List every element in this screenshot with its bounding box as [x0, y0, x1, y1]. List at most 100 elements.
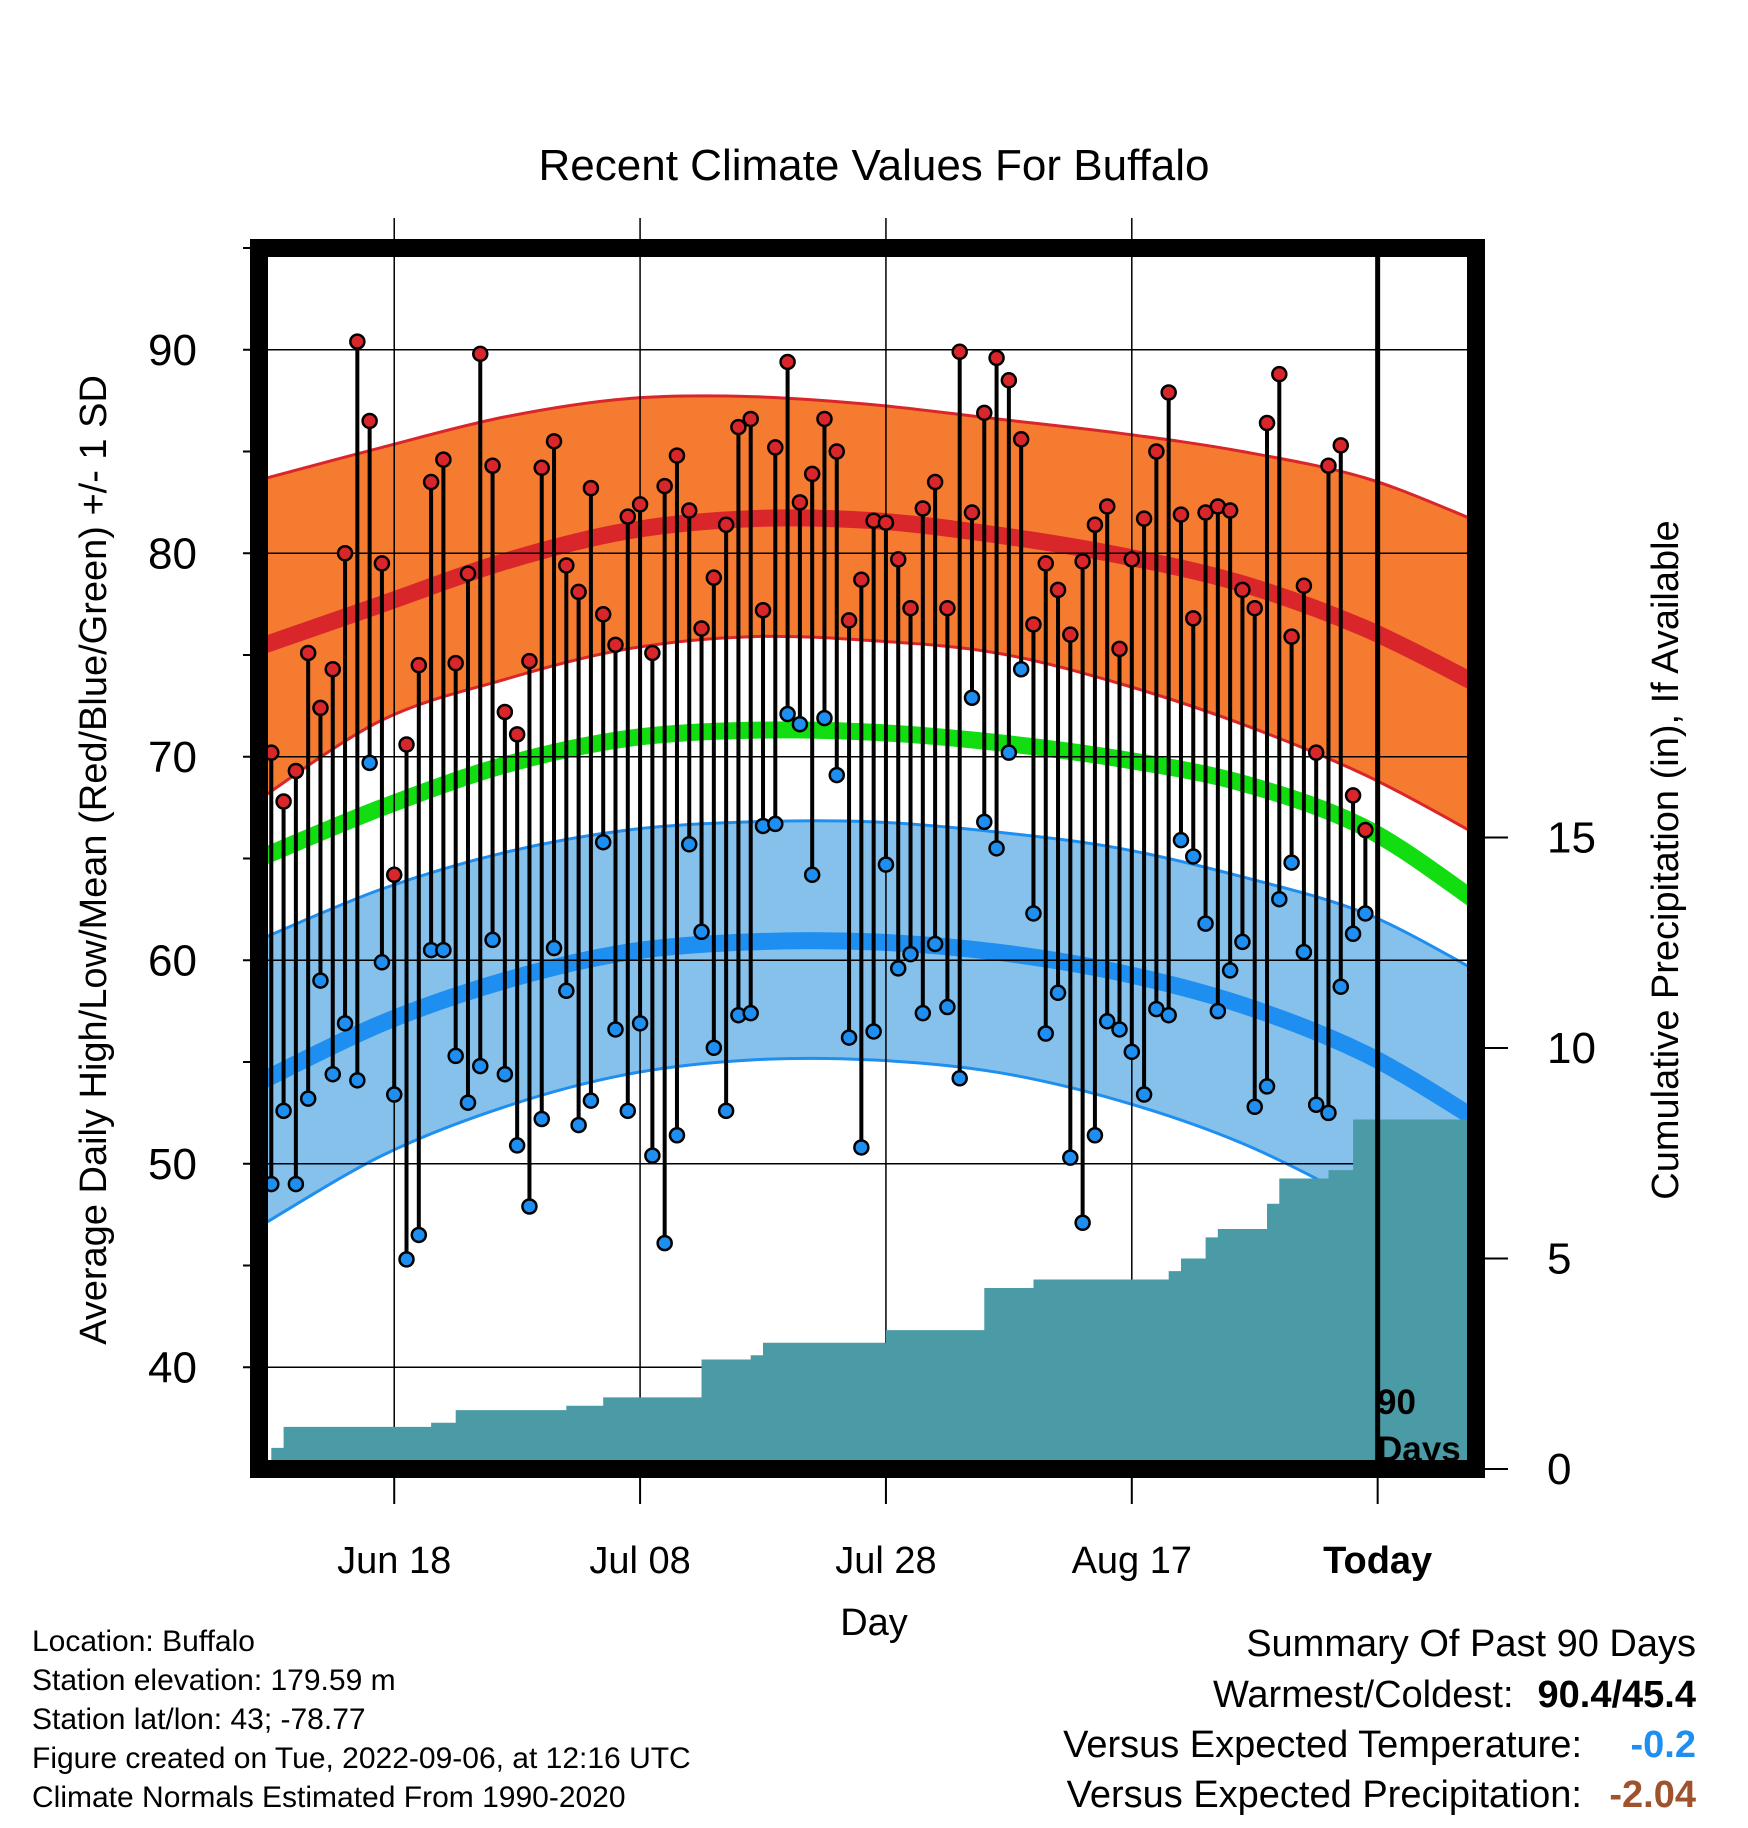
daily-high-point: [1307, 744, 1325, 761]
daily-low-point: [1160, 1006, 1177, 1024]
daily-high-point: [816, 410, 833, 428]
daily-high-point: [398, 736, 415, 753]
daily-low-point: [865, 1023, 882, 1040]
summary-warmest-row: Warmest/Coldest: 90.4/45.4: [1063, 1670, 1696, 1720]
daily-high-point: [1357, 821, 1374, 839]
daily-high-point: [1160, 384, 1177, 401]
daily-high-point: [472, 345, 489, 363]
daily-high-point: [644, 644, 661, 662]
daily-high-point: [1283, 628, 1300, 645]
station-info: Location: Buffalo Station elevation: 179…: [32, 1622, 691, 1817]
daily-high-point: [410, 656, 428, 674]
daily-high-point: [533, 459, 550, 477]
daily-high-point: [496, 703, 514, 721]
daily-high-point: [754, 601, 772, 619]
x-tick-label: Today: [1323, 1540, 1432, 1582]
daily-low-point: [607, 1021, 624, 1038]
daily-low-point: [767, 815, 784, 833]
daily-high-point: [484, 457, 501, 474]
daily-high-point: [582, 479, 600, 497]
daily-low-point: [742, 1004, 759, 1022]
daily-low-point: [1332, 978, 1350, 995]
daily-low-point: [1000, 744, 1018, 761]
daily-low-point: [840, 1029, 858, 1046]
daily-high-point: [705, 569, 723, 586]
daily-low-point: [275, 1102, 292, 1120]
daily-low-point: [521, 1198, 538, 1215]
daily-high-point: [730, 418, 747, 436]
daily-high-point: [951, 343, 968, 361]
y-tick-label: 70: [148, 733, 197, 782]
temp-deviation-label: Versus Expected Temperature:: [1063, 1724, 1582, 1766]
daily-high-point: [939, 599, 956, 617]
daily-high-point: [570, 583, 587, 601]
daily-low-point: [410, 1226, 428, 1244]
today-label-line2: Days: [1377, 1430, 1461, 1469]
daily-low-point: [1221, 962, 1239, 979]
daily-low-point: [1086, 1127, 1104, 1144]
daily-low-point: [631, 1015, 649, 1032]
y2-tick-label: 10: [1547, 1024, 1596, 1073]
daily-high-point: [742, 410, 759, 428]
daily-low-point: [816, 709, 833, 727]
daily-low-point: [656, 1234, 673, 1252]
daily-high-point: [447, 654, 464, 672]
daily-observations: [263, 333, 1374, 1268]
info-created: Figure created on Tue, 2022-09-06, at 12…: [32, 1742, 691, 1775]
warmest-value: 90.4/45.4: [1537, 1674, 1696, 1716]
y-tick-label: 90: [148, 326, 197, 375]
daily-high-point: [877, 514, 895, 531]
y2-tick-label: 5: [1547, 1234, 1571, 1283]
daily-high-point: [779, 353, 796, 371]
daily-low-point: [484, 931, 501, 949]
daily-high-point: [1271, 365, 1288, 383]
daily-high-point: [1172, 506, 1190, 523]
daily-high-point: [619, 508, 637, 525]
daily-low-point: [619, 1102, 637, 1120]
daily-low-point: [558, 982, 575, 1000]
daily-high-point: [902, 599, 919, 617]
axes: 40 50 60 70 80 90 0 5 10 15 Jun 18 Jul 08 Jul 28 Aug …: [148, 247, 1596, 1582]
daily-high-point: [324, 660, 342, 678]
daily-high-point: [1025, 616, 1042, 633]
daily-low-point: [1246, 1098, 1263, 1116]
daily-low-point: [299, 1090, 317, 1107]
daily-low-point: [1037, 1025, 1054, 1042]
daily-low-point: [385, 1086, 403, 1103]
daily-low-point: [1197, 915, 1214, 932]
daily-high-point: [668, 447, 686, 464]
daily-low-point: [545, 939, 563, 957]
low-lower-edge: [259, 1056, 1476, 1269]
precip-cumulative-area: [259, 1119, 1476, 1469]
daily-low-point: [1283, 854, 1300, 871]
daily-low-point: [570, 1116, 587, 1134]
daily-low-point: [779, 705, 796, 723]
info-location: Location: Buffalo: [32, 1625, 255, 1658]
daily-high-point: [1037, 555, 1054, 572]
precip-deviation-label: Versus Expected Precipitation:: [1066, 1774, 1582, 1816]
x-tick-label: Aug 17: [1072, 1540, 1192, 1582]
y-tick-label: 80: [148, 529, 197, 578]
daily-low-point: [644, 1147, 661, 1164]
low-sd-band: [259, 820, 1476, 1268]
daily-low-point: [693, 923, 710, 941]
daily-high-point: [656, 477, 673, 495]
daily-high-point: [988, 349, 1005, 367]
daily-high-point: [1086, 516, 1104, 534]
daily-high-point: [373, 555, 391, 572]
daily-high-point: [1234, 581, 1251, 599]
y-tick-label: 50: [148, 1140, 197, 1189]
daily-high-point: [1332, 437, 1350, 454]
warmest-label: Warmest/Coldest:: [1212, 1674, 1514, 1716]
daily-low-point: [1111, 1021, 1128, 1038]
daily-high-point: [1074, 553, 1091, 570]
daily-low-point: [889, 960, 907, 977]
daily-low-point: [373, 954, 391, 971]
precipitation-area: [259, 1119, 1476, 1469]
daily-high-point: [717, 516, 735, 534]
info-normals: Climate Normals Estimated From 1990-2020: [32, 1781, 626, 1814]
daily-low-point: [496, 1065, 514, 1083]
daily-high-point: [459, 565, 477, 582]
daily-high-point: [1123, 551, 1141, 568]
daily-low-point: [1258, 1078, 1276, 1095]
